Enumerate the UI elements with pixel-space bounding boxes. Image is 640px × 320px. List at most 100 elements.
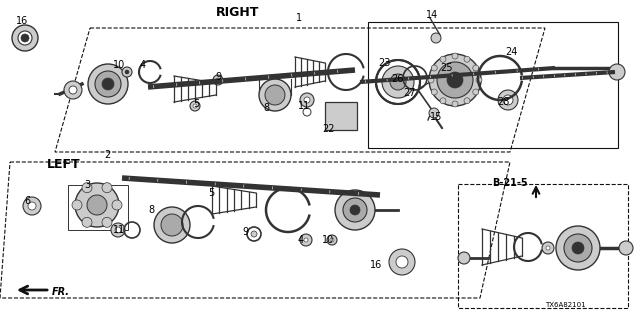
Text: 9: 9 — [242, 227, 248, 237]
Circle shape — [102, 217, 112, 227]
Circle shape — [102, 78, 114, 90]
Circle shape — [21, 34, 29, 42]
Text: 22: 22 — [322, 124, 335, 134]
Text: 11: 11 — [298, 101, 310, 111]
Circle shape — [473, 89, 479, 95]
Circle shape — [335, 190, 375, 230]
Circle shape — [431, 33, 441, 43]
Circle shape — [265, 85, 285, 105]
Text: 28: 28 — [497, 97, 509, 107]
Circle shape — [111, 223, 125, 237]
Circle shape — [389, 249, 415, 275]
Circle shape — [161, 214, 183, 236]
Circle shape — [546, 246, 550, 250]
Text: 27: 27 — [403, 88, 415, 98]
Circle shape — [437, 62, 473, 98]
Circle shape — [12, 25, 38, 51]
Circle shape — [122, 67, 132, 77]
Circle shape — [476, 77, 482, 83]
Circle shape — [396, 256, 408, 268]
Circle shape — [72, 200, 82, 210]
Circle shape — [87, 195, 107, 215]
Circle shape — [440, 56, 446, 62]
Circle shape — [429, 108, 439, 118]
Text: 5: 5 — [193, 99, 199, 109]
Text: 8: 8 — [148, 205, 154, 215]
Text: 16: 16 — [16, 16, 28, 26]
Circle shape — [331, 106, 351, 126]
Text: 5: 5 — [208, 188, 214, 198]
Circle shape — [458, 252, 470, 264]
Text: 4: 4 — [298, 235, 304, 245]
Circle shape — [447, 72, 463, 88]
Circle shape — [473, 65, 479, 71]
Circle shape — [28, 202, 36, 210]
Circle shape — [216, 78, 220, 82]
Circle shape — [102, 183, 112, 193]
Text: 10: 10 — [113, 60, 125, 70]
Bar — [325, 102, 357, 130]
Text: 9: 9 — [215, 72, 221, 82]
Circle shape — [452, 53, 458, 59]
Circle shape — [75, 183, 119, 227]
Circle shape — [343, 198, 367, 222]
Circle shape — [564, 234, 592, 262]
Circle shape — [572, 242, 584, 254]
Text: TX6A82101: TX6A82101 — [545, 302, 586, 308]
Circle shape — [300, 234, 312, 246]
Text: LEFT: LEFT — [47, 158, 81, 171]
Circle shape — [431, 65, 437, 71]
Circle shape — [609, 64, 625, 80]
Circle shape — [304, 238, 308, 242]
Circle shape — [304, 97, 310, 103]
Circle shape — [193, 104, 197, 108]
Text: 1: 1 — [296, 13, 302, 23]
Text: 6: 6 — [24, 196, 30, 206]
Circle shape — [330, 238, 334, 242]
Circle shape — [69, 86, 77, 94]
Circle shape — [556, 226, 600, 270]
Text: 8: 8 — [263, 103, 269, 113]
Circle shape — [464, 98, 470, 104]
Text: B-21-5: B-21-5 — [492, 178, 528, 188]
Text: 10: 10 — [322, 235, 334, 245]
Text: 24: 24 — [505, 47, 517, 57]
Text: 23: 23 — [378, 58, 390, 68]
Circle shape — [115, 227, 121, 233]
Circle shape — [154, 207, 190, 243]
Circle shape — [464, 56, 470, 62]
Circle shape — [251, 231, 257, 237]
Circle shape — [390, 74, 406, 90]
Circle shape — [376, 60, 420, 104]
Circle shape — [542, 242, 554, 254]
Circle shape — [190, 101, 200, 111]
Text: 26: 26 — [391, 74, 403, 84]
Text: 11: 11 — [113, 225, 125, 235]
Text: 15: 15 — [430, 112, 442, 122]
Circle shape — [350, 205, 360, 215]
Circle shape — [95, 71, 121, 97]
Circle shape — [327, 235, 337, 245]
Text: 25: 25 — [440, 63, 452, 73]
Circle shape — [125, 70, 129, 74]
Circle shape — [259, 79, 291, 111]
Text: RIGHT: RIGHT — [216, 6, 260, 19]
Circle shape — [18, 31, 32, 45]
Circle shape — [382, 66, 414, 98]
Circle shape — [88, 64, 128, 104]
Circle shape — [112, 200, 122, 210]
Circle shape — [23, 197, 41, 215]
Circle shape — [64, 81, 82, 99]
Circle shape — [619, 241, 633, 255]
Text: 4: 4 — [140, 60, 146, 70]
Circle shape — [428, 77, 434, 83]
Circle shape — [429, 54, 481, 106]
Circle shape — [498, 90, 518, 110]
Circle shape — [300, 93, 314, 107]
Text: 14: 14 — [426, 10, 438, 20]
Circle shape — [440, 98, 446, 104]
Circle shape — [452, 101, 458, 107]
Text: 3: 3 — [84, 180, 90, 190]
Circle shape — [213, 75, 223, 85]
Text: 16: 16 — [370, 260, 382, 270]
